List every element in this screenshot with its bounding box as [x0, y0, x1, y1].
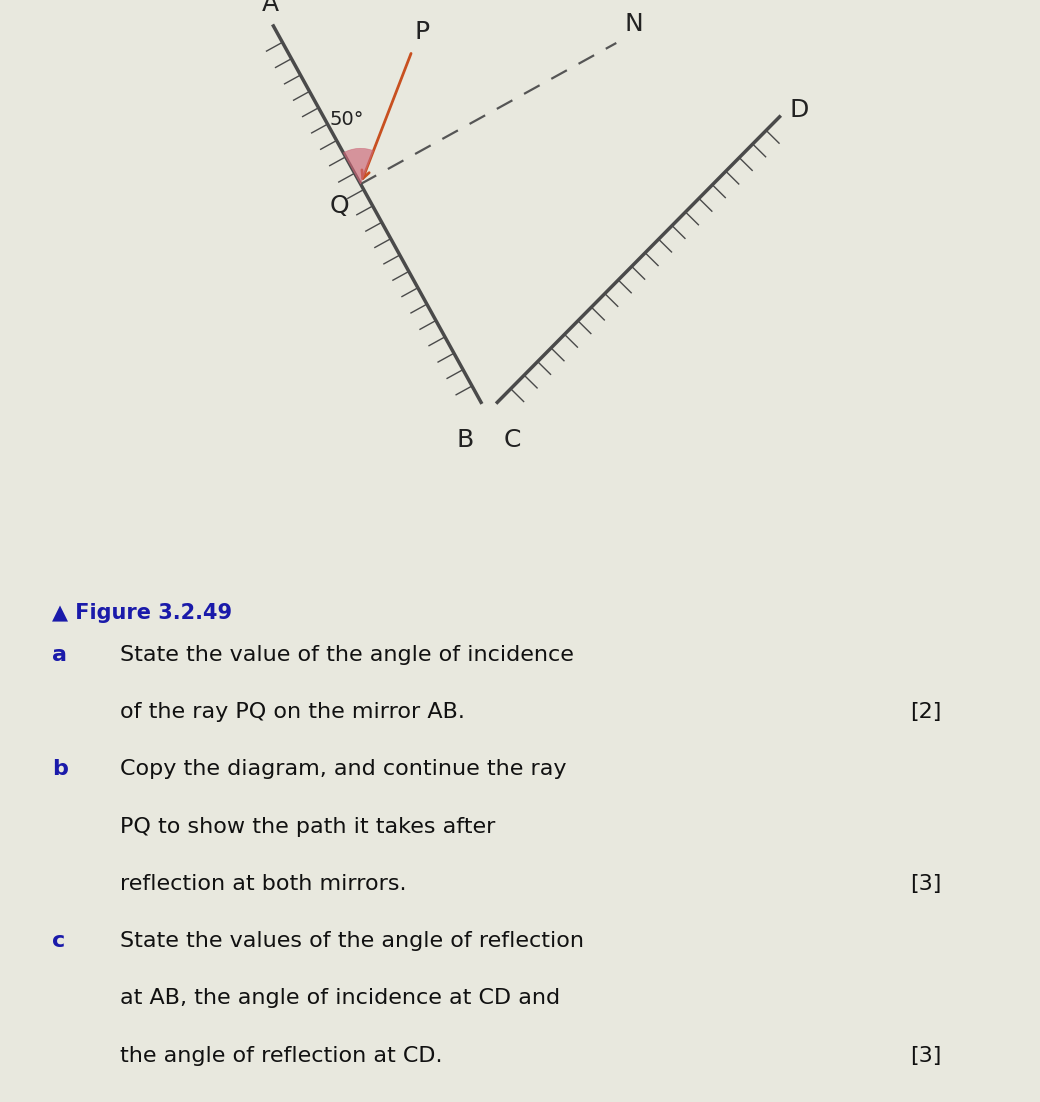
Text: b: b [52, 759, 68, 779]
Text: PQ to show the path it takes after: PQ to show the path it takes after [120, 817, 495, 836]
Text: a: a [52, 645, 67, 665]
Text: P: P [414, 20, 430, 44]
Text: A: A [262, 0, 279, 17]
Text: [3]: [3] [910, 1046, 941, 1066]
Text: ▲ Figure 3.2.49: ▲ Figure 3.2.49 [52, 603, 232, 623]
Text: State the value of the angle of incidence: State the value of the angle of incidenc… [120, 645, 573, 665]
Text: D: D [789, 98, 809, 122]
Text: [3]: [3] [910, 874, 941, 894]
Text: c: c [52, 931, 66, 951]
Text: C: C [503, 429, 521, 452]
Text: B: B [456, 429, 473, 452]
Text: of the ray PQ on the mirror AB.: of the ray PQ on the mirror AB. [120, 702, 465, 722]
Text: reflection at both mirrors.: reflection at both mirrors. [120, 874, 406, 894]
Wedge shape [343, 149, 373, 184]
Text: State the values of the angle of reflection: State the values of the angle of reflect… [120, 931, 583, 951]
Text: Q: Q [330, 194, 349, 218]
Text: N: N [624, 12, 643, 36]
Text: [2]: [2] [910, 702, 941, 722]
Text: 50°: 50° [330, 110, 364, 129]
Text: the angle of reflection at CD.: the angle of reflection at CD. [120, 1046, 442, 1066]
Text: Copy the diagram, and continue the ray: Copy the diagram, and continue the ray [120, 759, 566, 779]
Text: at AB, the angle of incidence at CD and: at AB, the angle of incidence at CD and [120, 988, 560, 1008]
